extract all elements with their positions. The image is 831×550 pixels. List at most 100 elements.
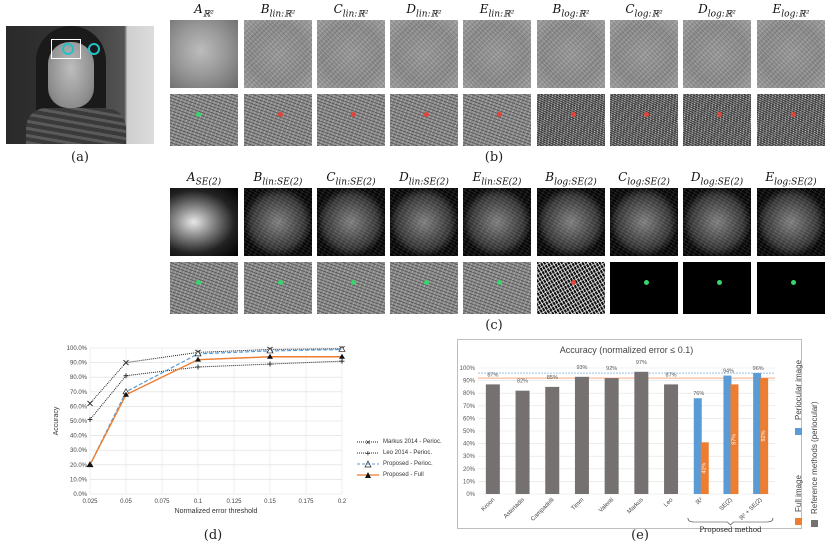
bar-chart-title: Accuracy (normalized error ≤ 0.1) <box>560 345 693 355</box>
panel-label-b: (b) <box>484 150 504 165</box>
line-y-tick-7: 70.0% <box>70 390 88 396</box>
bar-category-label-5: Markus <box>627 497 645 515</box>
line-point-3-4 <box>339 353 345 359</box>
row-b-detection-marker-3 <box>424 112 429 117</box>
row-b-label-3: Dlin:ℝ² <box>406 2 442 20</box>
row-b-response-tile-4 <box>463 94 531 146</box>
bar-category-label-3: Timm <box>571 497 586 512</box>
row-b-detection-marker-4 <box>497 112 502 117</box>
bar-reference-label-0: 87% <box>487 372 498 378</box>
line-point-3-0 <box>87 461 93 467</box>
line-chart-legend: × Markus 2014 - Perioc. + Leo 2014 - Per… <box>357 436 442 480</box>
bar-y-tick-3: 30% <box>463 454 476 460</box>
line-point-3-2 <box>195 356 201 362</box>
bar-y-tick-10: 100% <box>460 366 476 372</box>
line-x-tick-5: 0.15 <box>264 499 276 505</box>
line-x-tick-3: 0.1 <box>194 499 203 505</box>
line-point-1-3 <box>267 361 273 367</box>
row-c-label-3: Dlin:SE(2) <box>399 170 449 188</box>
bar-y-tick-4: 40% <box>463 442 476 448</box>
eye-region-box <box>51 39 81 59</box>
row-b-response-tile-6 <box>610 94 678 146</box>
row-c-filter-tile-2 <box>317 188 385 256</box>
row-c-response-tile-1 <box>244 262 312 314</box>
bar-reference-label-6: 87% <box>666 372 677 378</box>
bar-full-1 <box>730 384 739 494</box>
bar-reference-label-3: 93% <box>576 365 587 371</box>
row-b-response-tile-1 <box>244 94 312 146</box>
bar-category-label-4: Valenti <box>598 497 615 514</box>
line-y-tick-2: 20.0% <box>70 463 88 469</box>
row-b-label-2: Clin:ℝ² <box>333 2 369 20</box>
bar-category-label-9: ℝ² + SE(2) <box>738 496 763 521</box>
line-x-tick-0: 0.025 <box>82 499 98 505</box>
line-point-1-0 <box>87 417 93 423</box>
bar-y-tick-5: 50% <box>463 429 476 435</box>
shirt-shape <box>26 108 126 144</box>
legend-label-proposed-perioc: Proposed - Perioc. <box>383 460 433 467</box>
bar-group-label: Proposed method <box>699 526 762 534</box>
row-b-response-tile-0 <box>170 94 238 146</box>
row-c-detection-marker-4 <box>497 280 502 285</box>
row-b-filter-tile-8 <box>757 20 825 88</box>
row-b-label-6: Clog:ℝ² <box>625 2 663 20</box>
row-b-label-4: Elin:ℝ² <box>479 2 515 20</box>
row-b-filter-tile-2 <box>317 20 385 88</box>
row-c-detection-marker-1 <box>278 280 283 285</box>
line-series-0 <box>89 348 343 404</box>
panel-label-a: (a) <box>71 150 89 165</box>
row-b-filter-tile-0 <box>170 20 238 88</box>
row-c-response-tile-5 <box>537 262 605 314</box>
line-point-3-1 <box>123 391 129 397</box>
row-b-detection-marker-7 <box>717 112 722 117</box>
row-c-response-tile-8 <box>757 262 825 314</box>
legend-label-proposed-full: Proposed - Full <box>383 471 424 478</box>
bar-reference-5 <box>634 371 649 494</box>
row-c-filter-tile-8 <box>757 188 825 256</box>
row-c-filter-tile-4 <box>463 188 531 256</box>
bar-full-label-2: 92% <box>761 430 767 441</box>
row-c-response-tile-4 <box>463 262 531 314</box>
row-b-label-1: Blin:ℝ² <box>260 2 296 20</box>
row-c-filter-tile-3 <box>390 188 458 256</box>
input-photo <box>6 26 154 144</box>
legend-item-markus: × Markus 2014 - Perioc. <box>357 436 442 447</box>
bar-category-label-2: Campadelli <box>530 497 555 522</box>
line-y-tick-6: 60.0% <box>70 404 88 410</box>
line-y-tick-0: 0.0% <box>73 492 87 498</box>
row-b-filter-tile-4 <box>463 20 531 88</box>
row-b-detection-marker-2 <box>351 112 356 117</box>
row-b-response-tile-3 <box>390 94 458 146</box>
bar-legend-label-1: Reference methods (periocular) <box>810 401 819 514</box>
bar-y-tick-1: 10% <box>463 479 476 485</box>
row-c-detection-marker-8 <box>791 280 796 285</box>
legend-item-leo: + Leo 2014 - Perioc. <box>357 447 442 458</box>
row-c-response-tile-0 <box>170 262 238 314</box>
bar-y-tick-2: 20% <box>463 467 476 473</box>
row-b-response-tile-8 <box>757 94 825 146</box>
row-c-label-6: Clog:SE(2) <box>618 170 670 188</box>
bar-reference-3 <box>574 376 589 494</box>
bar-full-0 <box>700 442 709 494</box>
bar-y-tick-0: 0% <box>466 492 475 498</box>
legend-label-leo: Leo 2014 - Perioc. <box>383 449 433 456</box>
row-c-detection-marker-7 <box>717 280 722 285</box>
line-point-2-2 <box>194 350 202 357</box>
line-x-tick-1: 0.05 <box>120 499 132 505</box>
bar-y-tick-7: 70% <box>463 404 476 410</box>
bar-legend-swatch-0 <box>795 428 802 435</box>
row-c-response-tile-2 <box>317 262 385 314</box>
row-b-detection-marker-6 <box>644 112 649 117</box>
bar-category-label-1: Asteriadis <box>503 497 526 520</box>
line-y-tick-3: 30.0% <box>70 448 88 454</box>
bar-y-tick-8: 80% <box>463 391 476 397</box>
row-b-label-7: Dlog:ℝ² <box>698 2 736 20</box>
bar-legend-swatch-2 <box>795 518 802 525</box>
row-c-response-tile-6 <box>610 262 678 314</box>
row-c-filter-tile-6 <box>610 188 678 256</box>
bar-category-label-6: Leo <box>663 497 675 509</box>
bar-periocular-label-2: 96% <box>753 366 764 372</box>
row-b-response-tile-5 <box>537 94 605 146</box>
row-b-filter-tile-5 <box>537 20 605 88</box>
row-c-filter-tile-1 <box>244 188 312 256</box>
